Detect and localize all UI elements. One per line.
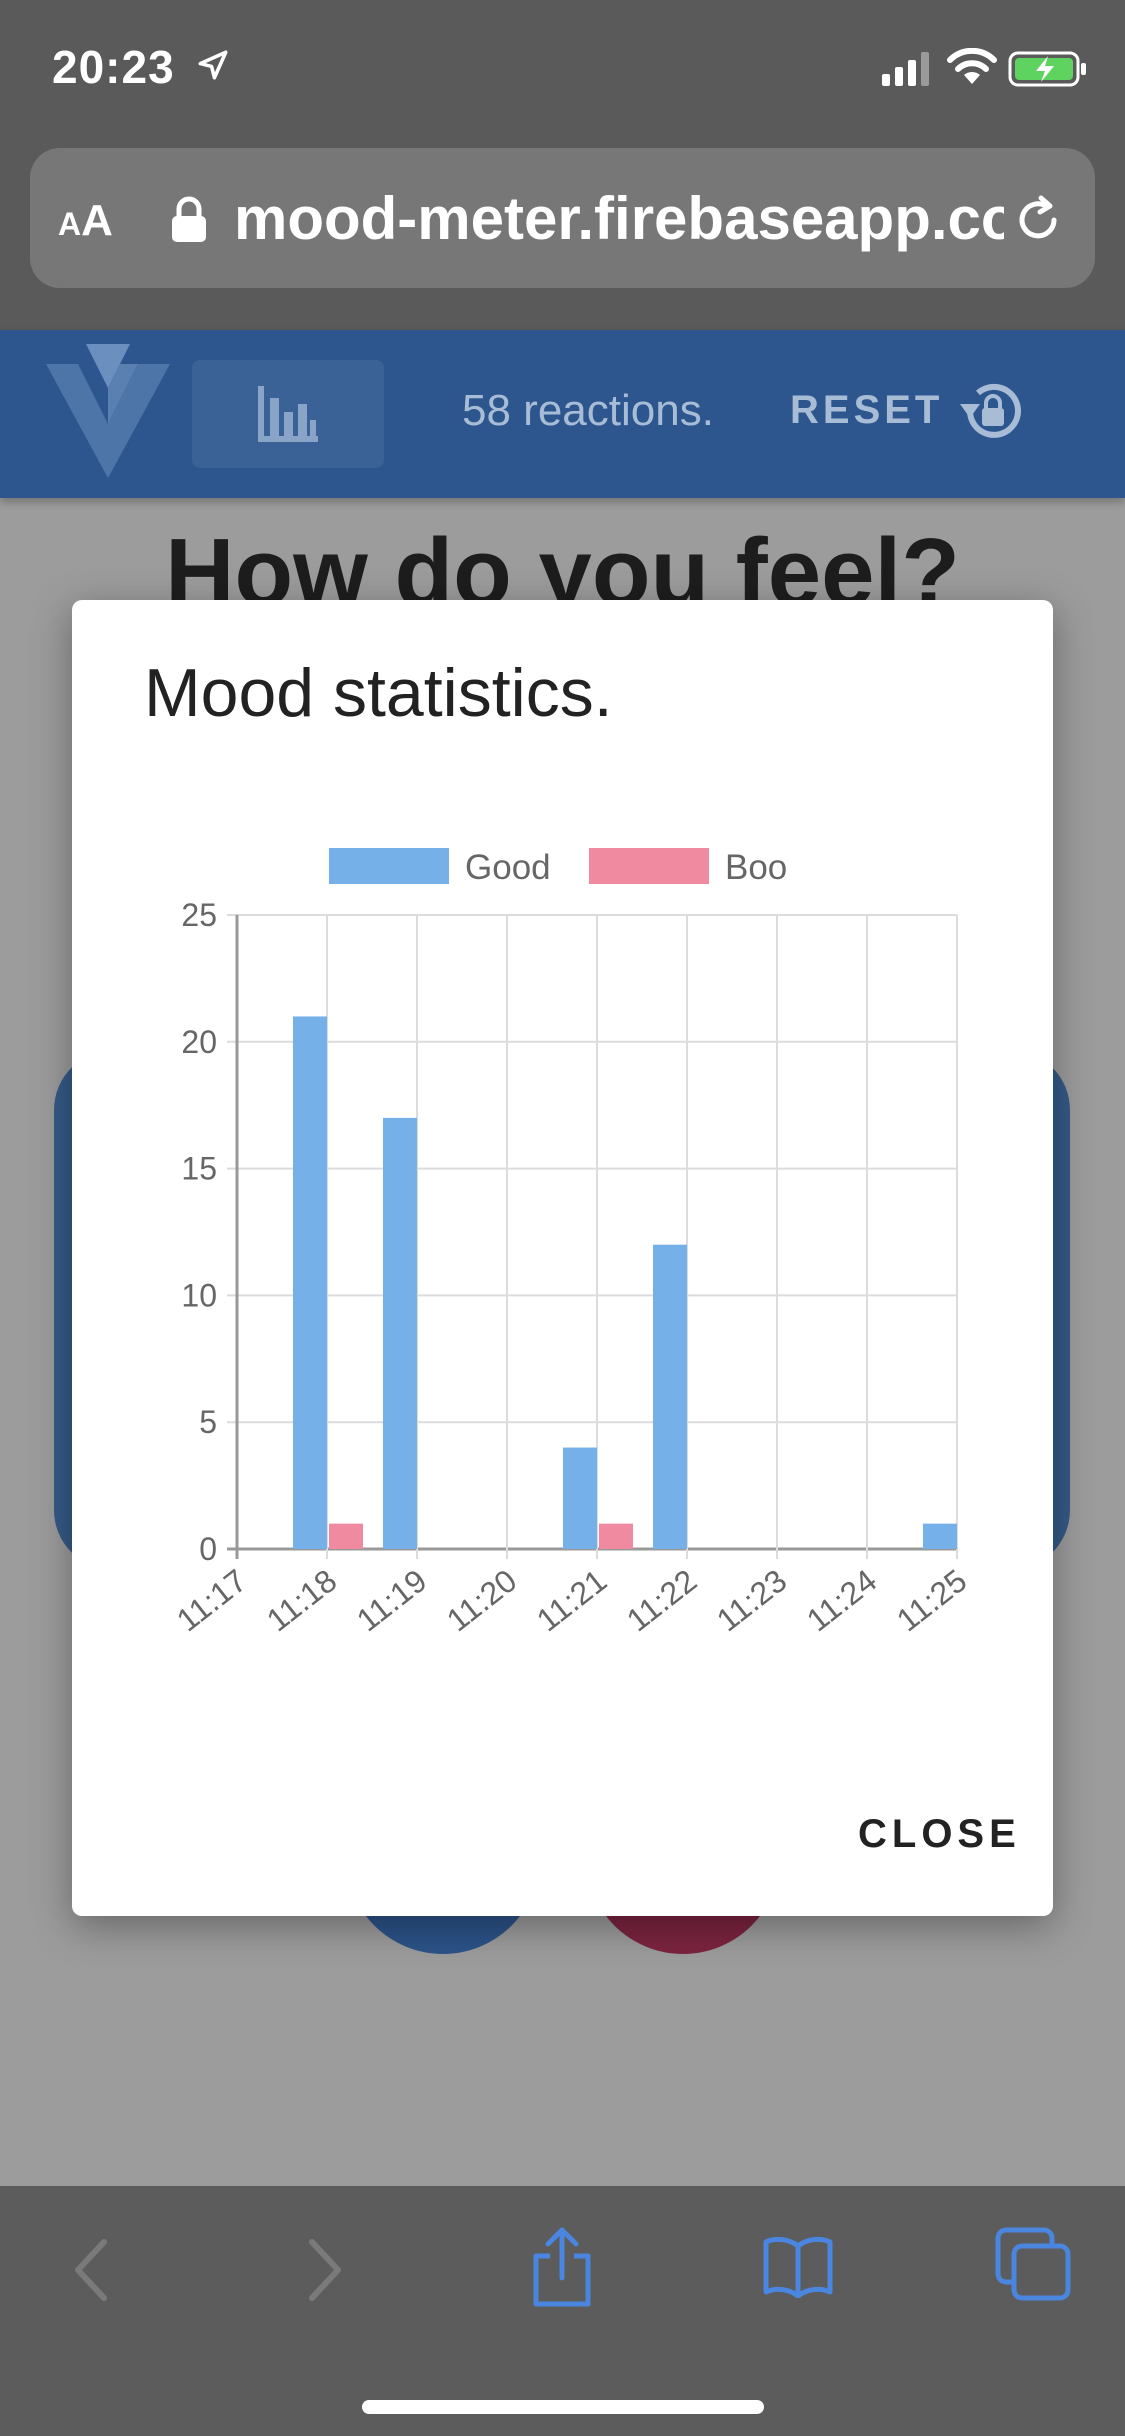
legend-label-boo: Boo bbox=[725, 848, 787, 887]
battery-charging-icon bbox=[1008, 51, 1086, 87]
reader-text-size-button[interactable]: AA bbox=[58, 196, 113, 245]
x-tick-label: 11:21 bbox=[530, 1562, 613, 1638]
tabs-icon[interactable] bbox=[994, 2226, 1072, 2302]
address-bar[interactable]: AA mood-meter.firebaseapp.com bbox=[30, 148, 1095, 288]
vuetify-logo-icon bbox=[46, 344, 170, 478]
bar-boo bbox=[599, 1523, 633, 1549]
back-icon[interactable] bbox=[66, 2234, 116, 2306]
location-arrow-icon bbox=[198, 50, 228, 80]
url-text[interactable]: mood-meter.firebaseapp.com bbox=[234, 185, 1004, 252]
bar-good bbox=[563, 1447, 597, 1549]
legend-swatch-good bbox=[329, 848, 449, 884]
y-tick-label: 20 bbox=[181, 1024, 217, 1060]
x-tick-label: 11:23 bbox=[710, 1562, 793, 1638]
bar-good bbox=[653, 1244, 687, 1549]
x-tick-label: 11:20 bbox=[440, 1562, 523, 1638]
bar-good bbox=[293, 1016, 327, 1549]
mood-statistics-dialog: Mood statistics. 0 5 10 15 20 25 11:17 11:18 11:… bbox=[72, 600, 1053, 1916]
bar-good bbox=[383, 1117, 417, 1549]
status-bar: 20:23 bbox=[0, 0, 1125, 140]
home-indicator[interactable] bbox=[362, 2400, 764, 2414]
x-tick-label: 11:17 bbox=[170, 1562, 253, 1638]
reset-button[interactable]: RESET bbox=[790, 388, 944, 432]
y-tick-label: 15 bbox=[181, 1151, 217, 1187]
x-tick-label: 11:22 bbox=[620, 1562, 703, 1638]
bookmarks-icon[interactable] bbox=[762, 2234, 834, 2298]
x-tick-label: 11:18 bbox=[260, 1562, 343, 1638]
lock-icon bbox=[172, 196, 206, 242]
browser-bottom-toolbar bbox=[0, 2186, 1125, 2436]
legend-swatch-boo bbox=[589, 848, 709, 884]
bar-chart-icon bbox=[258, 386, 318, 442]
dialog-title: Mood statistics. bbox=[144, 655, 613, 731]
y-tick-label: 25 bbox=[181, 897, 217, 933]
bar-good bbox=[923, 1523, 957, 1549]
cellular-signal-icon bbox=[882, 52, 929, 86]
reactions-count: 58 reactions. bbox=[462, 386, 714, 435]
mood-bar-chart: 0 5 10 15 20 25 11:17 11:18 11:19 11:20 11:21 11:22… bbox=[170, 848, 973, 1638]
bar-boo bbox=[329, 1523, 363, 1549]
forward-icon[interactable] bbox=[300, 2234, 350, 2306]
x-tick-label: 11:25 bbox=[890, 1562, 973, 1638]
y-tick-label: 10 bbox=[181, 1277, 217, 1313]
x-tick-label: 11:19 bbox=[350, 1562, 433, 1638]
lock-reset-icon[interactable] bbox=[956, 374, 1030, 448]
legend-label-good: Good bbox=[465, 848, 551, 887]
reload-icon[interactable] bbox=[1008, 190, 1068, 250]
statistics-button[interactable] bbox=[192, 360, 384, 468]
x-tick-label: 11:24 bbox=[800, 1562, 883, 1638]
status-time: 20:23 bbox=[52, 41, 175, 93]
y-tick-label: 5 bbox=[199, 1404, 217, 1440]
browser-chrome: AA mood-meter.firebaseapp.com bbox=[0, 140, 1125, 330]
wifi-icon bbox=[947, 48, 997, 84]
close-button[interactable]: CLOSE bbox=[858, 1812, 1021, 1856]
app-toolbar: 58 reactions. RESET bbox=[0, 330, 1125, 498]
y-tick-label: 0 bbox=[199, 1531, 217, 1567]
share-icon[interactable] bbox=[528, 2226, 596, 2308]
